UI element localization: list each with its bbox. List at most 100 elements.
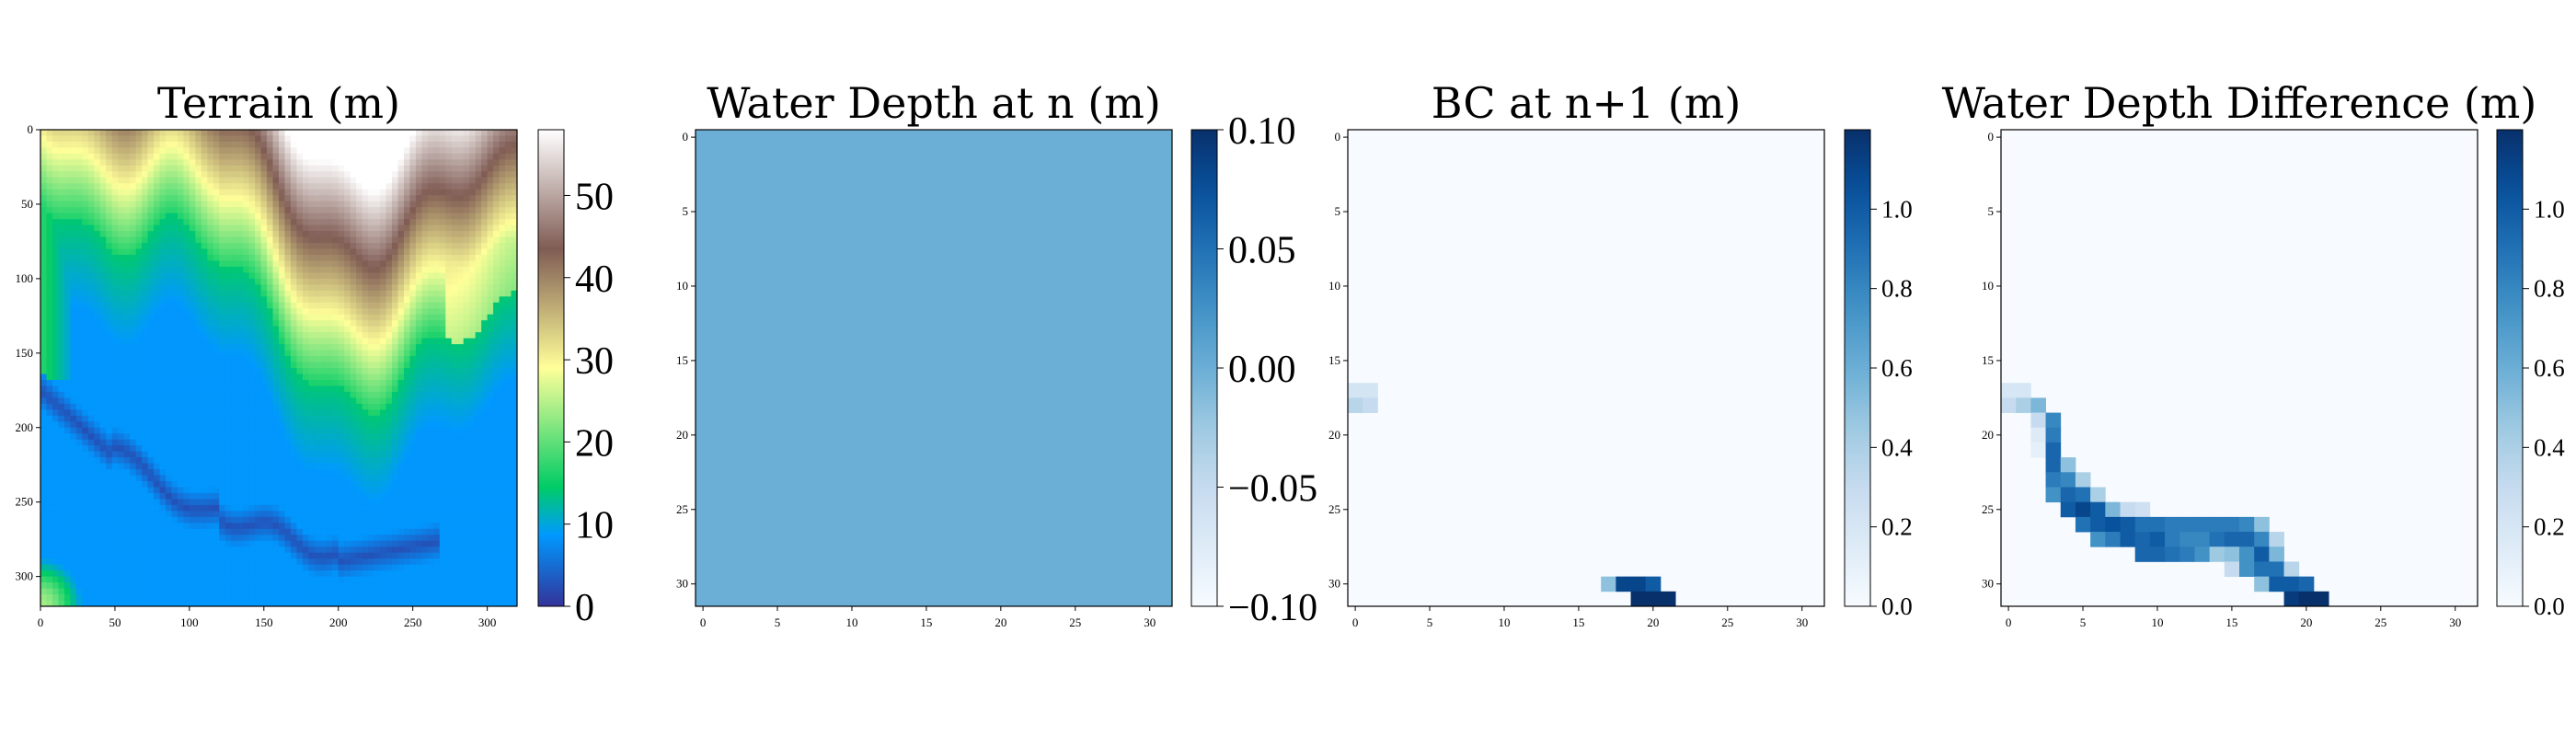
terrain-cell [487, 368, 494, 375]
terrain-cell [40, 356, 48, 363]
terrain-cell [302, 475, 309, 482]
terrain-cell [118, 195, 125, 202]
terrain-cell [374, 445, 381, 453]
terrain-cell [338, 415, 345, 422]
terrain-cell [487, 326, 494, 333]
terrain-cell [243, 183, 250, 190]
terrain-cell [130, 159, 137, 167]
terrain-cell [267, 135, 274, 143]
terrain-cell [159, 308, 167, 316]
terrain-cell [165, 368, 173, 375]
terrain-cell [314, 368, 321, 375]
terrain-cell [368, 385, 375, 393]
terrain-cell [123, 153, 131, 160]
terrain-cell [106, 457, 113, 465]
terrain-cell [171, 290, 178, 297]
terrain-cell [475, 165, 482, 172]
terrain-cell [213, 469, 220, 477]
terrain-cell [338, 385, 345, 393]
terrain-cell [439, 302, 446, 309]
terrain-cell [87, 421, 95, 429]
terrain-cell [123, 409, 131, 417]
terrain-cell [302, 350, 309, 357]
terrain-cell [487, 278, 494, 285]
terrain-cell [46, 385, 53, 393]
terrain-cell [475, 302, 482, 309]
terrain-cell [397, 487, 405, 494]
terrain-cell [463, 326, 470, 333]
terrain-cell [296, 374, 304, 381]
terrain-cell [183, 451, 190, 458]
terrain-cell [427, 415, 434, 422]
terrain-cell [94, 350, 101, 357]
terrain-cell [219, 451, 226, 458]
terrain-cell [421, 254, 429, 262]
terrain-cell [87, 183, 95, 190]
terrain-cell [58, 224, 65, 232]
terrain-cell [314, 397, 321, 405]
terrain-cell [219, 207, 226, 214]
terrain-cell [165, 475, 173, 482]
terrain-cell [320, 439, 328, 446]
terrain-cell [189, 260, 196, 268]
terrain-cell [457, 135, 465, 143]
terrain-cell [302, 374, 309, 381]
terrain-cell [195, 219, 202, 226]
terrain-cell [481, 451, 489, 458]
terrain-cell [231, 219, 238, 226]
terrain-cell [130, 165, 137, 172]
terrain-cell [46, 403, 53, 410]
terrain-cell [87, 487, 95, 494]
terrain-cell [171, 332, 178, 339]
terrain-cell [338, 290, 345, 297]
terrain-cell [380, 236, 387, 244]
terrain-cell [201, 213, 208, 220]
terrain-cell [487, 224, 494, 232]
terrain-cell [409, 415, 417, 422]
terrain-cell [260, 320, 268, 328]
terrain-cell [260, 153, 268, 160]
terrain-cell [362, 141, 369, 149]
terrain-cell [248, 290, 256, 297]
terrain-cell [487, 243, 494, 250]
terrain-cell [75, 415, 83, 422]
terrain-cell [260, 403, 268, 410]
terrain-cell [94, 236, 101, 244]
terrain-cell [368, 177, 375, 184]
terrain-cell [94, 421, 101, 429]
terrain-cell [314, 171, 321, 178]
terrain-cell [344, 201, 351, 208]
terrain-cell [195, 254, 202, 262]
terrain-cell [439, 236, 446, 244]
terrain-cell [63, 236, 71, 244]
terrain-cell [224, 213, 232, 220]
terrain-cell [154, 403, 161, 410]
terrain-cell [463, 320, 470, 328]
terrain-cell [427, 445, 434, 453]
terrain-cell [403, 427, 411, 434]
terrain-cell [118, 207, 125, 214]
terrain-cell [421, 260, 429, 268]
terrain-cell [499, 344, 506, 351]
terrain-cell [147, 391, 155, 398]
terrain-cell [409, 332, 417, 339]
terrain-cell [248, 284, 256, 292]
terrain-cell [106, 487, 113, 494]
terrain-cell [243, 475, 250, 482]
terrain-cell [368, 391, 375, 398]
terrain-cell [130, 374, 137, 381]
terrain-cell [493, 231, 500, 238]
terrain-cell [99, 296, 107, 304]
terrain-cell [505, 254, 512, 262]
terrain-cell [236, 469, 244, 477]
terrain-cell [415, 171, 422, 178]
terrain-cell [213, 302, 220, 309]
terrain-cell [314, 236, 321, 244]
terrain-cell [75, 213, 83, 220]
terrain-cell [224, 147, 232, 155]
terrain-cell [385, 171, 393, 178]
terrain-cell [213, 260, 220, 268]
terrain-cell [272, 469, 280, 477]
terrain-cell [147, 135, 155, 143]
terrain-cell [314, 445, 321, 453]
